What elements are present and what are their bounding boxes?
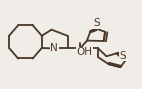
Text: OH: OH <box>76 47 92 57</box>
Text: S: S <box>93 18 100 28</box>
Text: S: S <box>120 51 127 61</box>
Text: N: N <box>50 43 58 53</box>
